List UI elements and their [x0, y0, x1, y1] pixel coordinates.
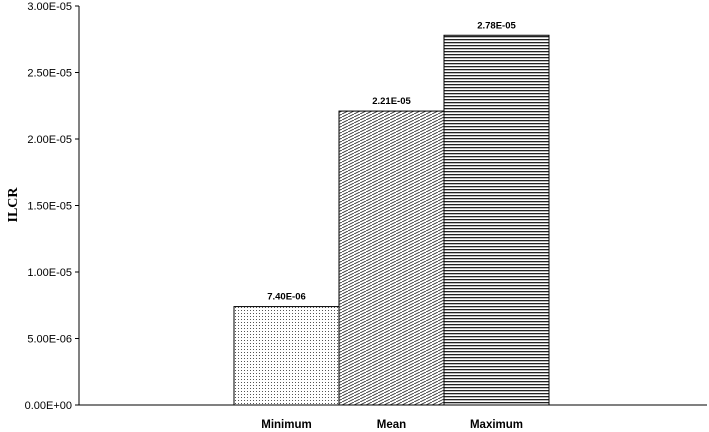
data-label-mean: 2.21E-05 [372, 96, 411, 107]
x-tick-label-minimum: Minimum [261, 419, 311, 431]
x-tick-label-mean: Mean [377, 419, 406, 431]
y-tick-label: 5.00E-06 [27, 334, 72, 346]
y-tick-label: 2.00E-05 [27, 134, 72, 146]
data-label-minimum: 7.40E-06 [267, 292, 306, 303]
plot-area: 7.40E-06 Minimum 2.21E-05 Mean 2.78E-05 Maxim… [25, 1, 707, 431]
bar-maximum [443, 34, 550, 406]
data-label-maximum: 2.78E-05 [477, 20, 516, 31]
x-tick-label-maximum: Maximum [470, 419, 523, 431]
y-tick-label: 2.50E-05 [27, 68, 72, 80]
bar-mean [338, 110, 445, 406]
bar-minimum [233, 306, 340, 406]
y-tick-label: 1.50E-05 [27, 201, 72, 213]
y-tick-label: 3.00E-05 [27, 1, 72, 13]
y-axis-title: ILCR [6, 187, 21, 223]
y-tick-label: 1.00E-05 [27, 267, 72, 279]
y-tick-label: 0.00E+00 [25, 400, 72, 412]
